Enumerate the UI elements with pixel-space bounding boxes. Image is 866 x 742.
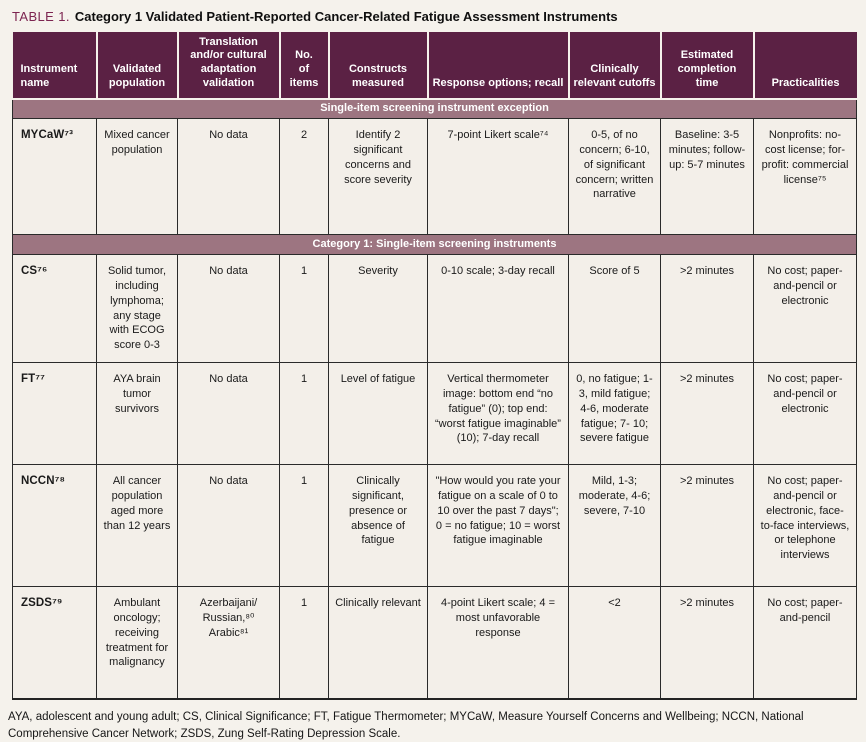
col-header-response-options: Response options; recall — [426, 31, 569, 100]
col-header-practicalities: Practicalities — [752, 31, 857, 100]
cell-translation-validation: No data — [177, 118, 280, 236]
row-ft: FT⁷⁷ AYA brain tumor survivors No data 1… — [12, 362, 857, 466]
row-cs: CS⁷⁶ Solid tumor, including lymphoma; an… — [12, 254, 857, 364]
cell-completion-time: >2 minutes — [660, 362, 754, 466]
col-header-completion-time: Estimated completion time — [659, 31, 754, 100]
cell-constructs-measured: Clinically significant, presence or abse… — [328, 464, 428, 588]
cell-instrument-name: ZSDS⁷⁹ — [12, 586, 97, 700]
cell-cutoffs: <2 — [568, 586, 661, 700]
table-header: Instrument name Validated population Tra… — [12, 31, 857, 100]
cell-constructs-measured: Severity — [328, 254, 428, 364]
cell-num-items: 1 — [279, 464, 329, 588]
col-header-num-items: No. of items — [278, 31, 329, 100]
cell-response-options: 0-10 scale; 3-day recall — [427, 254, 569, 364]
col-header-clinical-cutoffs: Clinically relevant cutoffs — [567, 31, 661, 100]
cell-validated-population: Mixed cancer population — [96, 118, 178, 236]
cell-constructs-measured: Level of fatigue — [328, 362, 428, 466]
cell-translation-validation: No data — [177, 254, 280, 364]
cell-completion-time: >2 minutes — [660, 254, 754, 364]
cell-validated-population: Solid tumor, including lymphoma; any sta… — [96, 254, 178, 364]
cell-num-items: 2 — [279, 118, 329, 236]
cell-constructs-measured: Identify 2 significant concerns and scor… — [328, 118, 428, 236]
table-caption: TABLE 1. Category 1 Validated Patient-Rep… — [0, 0, 866, 32]
cell-practicalities: No cost; paper-and-pencil or electronic,… — [753, 464, 857, 588]
section-band-category1: Category 1: Single-item screening instru… — [12, 234, 857, 256]
cell-cutoffs: 0-5, of no concern; 6-10, of significant… — [568, 118, 661, 236]
cell-translation-validation: Azerbaijani/ Russian,⁸⁰ Arabic⁸¹ — [177, 586, 280, 700]
cell-response-options: 7-point Likert scale⁷⁴ — [427, 118, 569, 236]
col-header-translation-validation: Translation and/or cultural adaptation v… — [176, 31, 280, 100]
col-header-instrument-name: Instrument name — [12, 31, 97, 100]
cell-validated-population: All cancer population aged more than 12 … — [96, 464, 178, 588]
cell-instrument-name: FT⁷⁷ — [12, 362, 97, 466]
cell-num-items: 1 — [279, 362, 329, 466]
cell-constructs-measured: Clinically relevant — [328, 586, 428, 700]
section-band-label: Category 1: Single-item screening instru… — [12, 234, 857, 256]
cell-cutoffs: Mild, 1-3; moderate, 4-6; severe, 7-10 — [568, 464, 661, 588]
row-zsds: ZSDS⁷⁹ Ambulant oncology; receiving trea… — [12, 586, 857, 700]
cell-response-options: "How would you rate your fatigue on a sc… — [427, 464, 569, 588]
cell-practicalities: No cost; paper-and-pencil or electronic — [753, 362, 857, 466]
col-header-constructs-measured: Constructs measured — [327, 31, 428, 100]
fatigue-instruments-table: Instrument name Validated population Tra… — [12, 31, 857, 700]
cell-instrument-name: NCCN⁷⁸ — [12, 464, 97, 588]
row-nccn: NCCN⁷⁸ All cancer population aged more t… — [12, 464, 857, 588]
table-title: Category 1 Validated Patient-Reported Ca… — [74, 9, 618, 24]
cell-validated-population: Ambulant oncology; receiving treatment f… — [96, 586, 178, 700]
cell-response-options: 4-point Likert scale; 4 = most unfavorab… — [427, 586, 569, 700]
cell-num-items: 1 — [279, 254, 329, 364]
cell-response-options: Vertical thermometer image: bottom end “… — [427, 362, 569, 466]
section-band-exception: Single-item screening instrument excepti… — [12, 98, 857, 120]
cell-validated-population: AYA brain tumor survivors — [96, 362, 178, 466]
cell-completion-time: >2 minutes — [660, 586, 754, 700]
cell-num-items: 1 — [279, 586, 329, 700]
table-number-label: TABLE 1. — [12, 9, 70, 24]
cell-completion-time: >2 minutes — [660, 464, 754, 588]
row-mycaw: MYCaW⁷³ Mixed cancer population No data … — [12, 118, 857, 236]
cell-cutoffs: Score of 5 — [568, 254, 661, 364]
header-row: Instrument name Validated population Tra… — [12, 31, 857, 100]
cell-practicalities: No cost; paper-and-pencil — [753, 586, 857, 700]
section-band-label: Single-item screening instrument excepti… — [12, 98, 857, 120]
cell-practicalities: No cost; paper-and-pencil or electronic — [753, 254, 857, 364]
col-header-validated-population: Validated population — [95, 31, 178, 100]
cell-translation-validation: No data — [177, 464, 280, 588]
cell-cutoffs: 0, no fatigue; 1-3, mild fatigue; 4-6, m… — [568, 362, 661, 466]
cell-instrument-name: CS⁷⁶ — [12, 254, 97, 364]
cell-instrument-name: MYCaW⁷³ — [12, 118, 97, 236]
cell-completion-time: Baseline: 3-5 minutes; follow-up: 5-7 mi… — [660, 118, 754, 236]
abbreviations-footnote: AYA, adolescent and young adult; CS, Cli… — [8, 710, 804, 740]
cell-translation-validation: No data — [177, 362, 280, 466]
cell-practicalities: Nonprofits: no-cost license; for-profit:… — [753, 118, 857, 236]
